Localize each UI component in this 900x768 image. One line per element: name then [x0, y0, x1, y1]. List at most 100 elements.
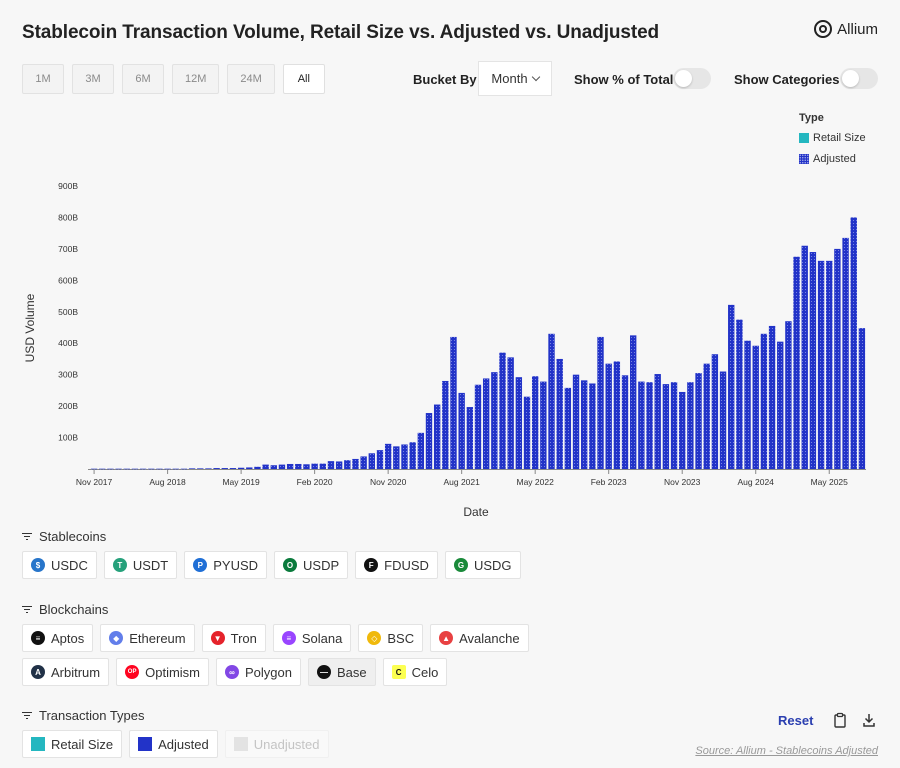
bar-adjusted[interactable] — [409, 442, 416, 469]
bar-adjusted[interactable] — [613, 361, 621, 469]
chip-unadjusted[interactable]: Unadjusted — [224, 730, 329, 758]
bar-adjusted[interactable] — [156, 468, 163, 470]
bar-adjusted[interactable] — [360, 456, 367, 469]
bar-adjusted[interactable] — [311, 463, 318, 469]
bar-adjusted[interactable] — [491, 372, 498, 469]
bar-adjusted[interactable] — [270, 465, 277, 469]
chip-solana[interactable]: ≡ Solana — [272, 624, 352, 652]
bar-adjusted[interactable] — [760, 333, 768, 469]
bar-adjusted[interactable] — [858, 328, 866, 469]
download-icon[interactable] — [862, 712, 876, 728]
bar-adjusted[interactable] — [393, 446, 400, 469]
bar-adjusted[interactable] — [335, 461, 343, 469]
bar-adjusted[interactable] — [482, 378, 490, 469]
bar-adjusted[interactable] — [719, 371, 727, 469]
chip-fdusd[interactable]: F FDUSD — [355, 551, 438, 579]
bar-adjusted[interactable] — [728, 304, 735, 469]
bar-adjusted[interactable] — [376, 450, 384, 469]
bar-adjusted[interactable] — [540, 381, 547, 469]
bar-adjusted[interactable] — [197, 468, 204, 469]
bar-adjusted[interactable] — [777, 341, 784, 469]
bar-adjusted[interactable] — [286, 463, 294, 469]
bar-adjusted[interactable] — [246, 467, 253, 469]
bar-adjusted[interactable] — [736, 319, 743, 469]
bar-adjusted[interactable] — [148, 468, 155, 470]
bar-adjusted[interactable] — [344, 460, 351, 469]
bar-adjusted[interactable] — [90, 468, 98, 470]
bar-adjusted[interactable] — [654, 374, 661, 469]
bar-adjusted[interactable] — [450, 336, 457, 469]
bar-adjusted[interactable] — [752, 345, 759, 469]
bar-adjusted[interactable] — [793, 256, 800, 469]
bar-adjusted[interactable] — [589, 383, 596, 469]
bar-adjusted[interactable] — [458, 392, 465, 469]
bar-adjusted[interactable] — [556, 358, 563, 469]
bar-adjusted[interactable] — [401, 444, 408, 469]
chip-adjusted[interactable]: Adjusted — [129, 730, 218, 758]
chip-optimism[interactable]: OP Optimism — [116, 658, 210, 686]
range-all-button[interactable]: All — [282, 64, 325, 94]
bar-adjusted[interactable] — [164, 468, 171, 470]
bar-adjusted[interactable] — [327, 461, 335, 469]
show-categories-toggle[interactable] — [840, 68, 878, 89]
bar-adjusted[interactable] — [368, 453, 375, 469]
chip-tron[interactable]: ▼ Tron — [201, 624, 266, 652]
bar-adjusted[interactable] — [384, 443, 392, 469]
bar-adjusted[interactable] — [679, 391, 686, 469]
range-12m-button[interactable]: 12M — [172, 64, 220, 94]
bar-adjusted[interactable] — [703, 363, 710, 469]
bar-adjusted[interactable] — [817, 260, 825, 469]
chip-pyusd[interactable]: P PYUSD — [184, 551, 268, 579]
range-3m-button[interactable]: 3M — [72, 64, 114, 94]
chip-usdt[interactable]: T USDT — [103, 551, 178, 579]
chip-base[interactable]: — Base — [308, 658, 376, 686]
bar-adjusted[interactable] — [572, 374, 580, 469]
bar-adjusted[interactable] — [638, 381, 645, 469]
bar-adjusted[interactable] — [548, 333, 555, 469]
bar-adjusted[interactable] — [295, 463, 302, 469]
bar-adjusted[interactable] — [262, 464, 269, 469]
bar-adjusted[interactable] — [172, 468, 179, 470]
bar-adjusted[interactable] — [507, 357, 514, 469]
bar-adjusted[interactable] — [744, 340, 751, 469]
bar-adjusted[interactable] — [621, 375, 629, 469]
bar-adjusted[interactable] — [205, 468, 212, 469]
bar-adjusted[interactable] — [581, 380, 588, 469]
chip-polygon[interactable]: ∞ Polygon — [216, 658, 301, 686]
chip-ethereum[interactable]: ◆ Ethereum — [100, 624, 195, 652]
chip-retail-size[interactable]: Retail Size — [22, 730, 123, 758]
bar-adjusted[interactable] — [515, 377, 523, 469]
bar-adjusted[interactable] — [687, 382, 694, 469]
bar-adjusted[interactable] — [131, 468, 139, 470]
bar-adjusted[interactable] — [809, 252, 817, 469]
bar-adjusted[interactable] — [531, 376, 539, 469]
bar-adjusted[interactable] — [303, 464, 310, 469]
bar-adjusted[interactable] — [237, 467, 245, 469]
bar-adjusted[interactable] — [442, 380, 449, 469]
bar-adjusted[interactable] — [630, 335, 637, 469]
bar-adjusted[interactable] — [139, 468, 147, 470]
bar-adjusted[interactable] — [499, 352, 506, 469]
bar-adjusted[interactable] — [107, 468, 114, 470]
bar-adjusted[interactable] — [826, 260, 833, 469]
bar-adjusted[interactable] — [229, 468, 237, 469]
bar-adjusted[interactable] — [425, 413, 433, 469]
bar-adjusted[interactable] — [523, 396, 531, 469]
bar-adjusted[interactable] — [278, 464, 286, 469]
bar-adjusted[interactable] — [801, 245, 808, 469]
bar-adjusted[interactable] — [834, 248, 841, 469]
bucket-by-select[interactable]: Month — [478, 61, 552, 96]
source-link[interactable]: Source: Allium - Stablecoins Adjusted — [695, 745, 878, 757]
bar-adjusted[interactable] — [670, 382, 678, 469]
bar-adjusted[interactable] — [768, 325, 776, 469]
bar-adjusted[interactable] — [123, 468, 130, 470]
bar-adjusted[interactable] — [842, 237, 849, 469]
bar-adjusted[interactable] — [213, 468, 220, 469]
chip-avalanche[interactable]: ▲ Avalanche — [430, 624, 529, 652]
bar-adjusted[interactable] — [417, 432, 425, 469]
bar-adjusted[interactable] — [474, 384, 482, 469]
reset-button[interactable]: Reset — [778, 713, 814, 728]
bar-adjusted[interactable] — [433, 404, 441, 469]
bar-adjusted[interactable] — [597, 336, 604, 469]
bar-adjusted[interactable] — [115, 468, 122, 470]
